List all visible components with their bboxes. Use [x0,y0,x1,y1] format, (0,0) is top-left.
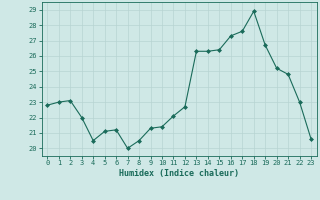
X-axis label: Humidex (Indice chaleur): Humidex (Indice chaleur) [119,169,239,178]
